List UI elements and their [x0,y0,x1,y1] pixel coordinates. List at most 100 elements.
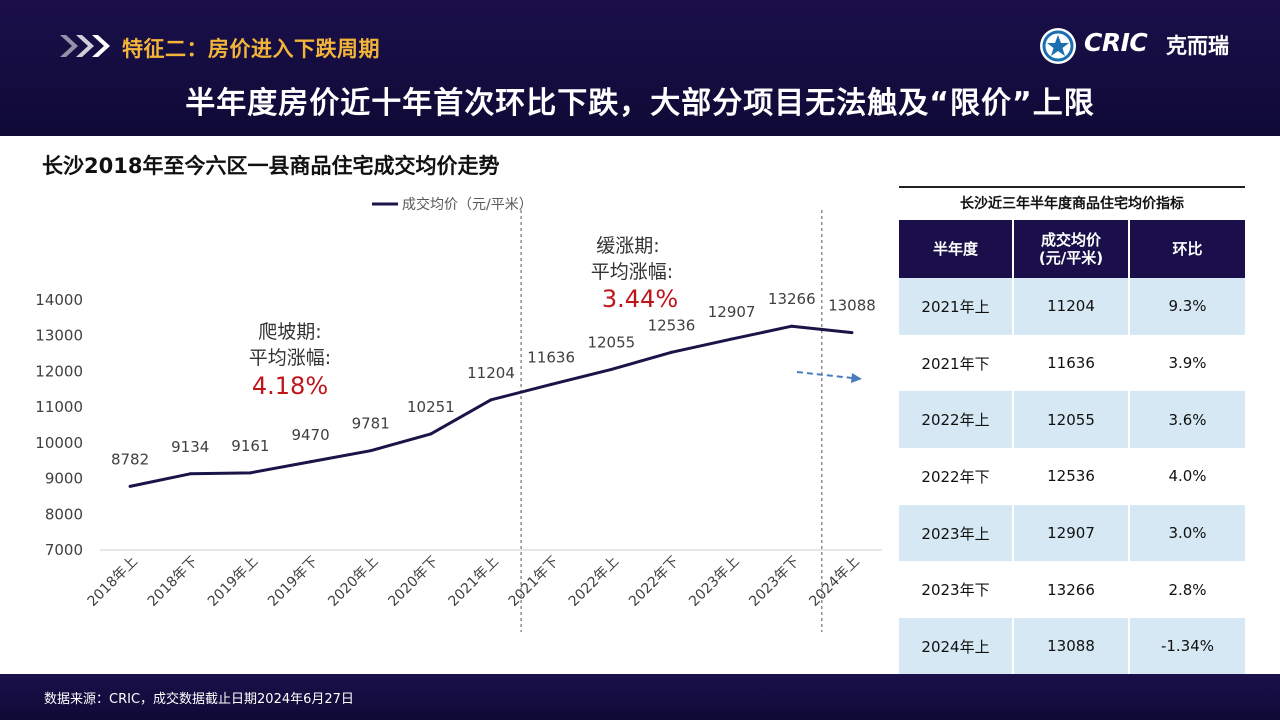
table-header-price: 成交均价 (元/平米) [1013,220,1130,278]
data-label: 10251 [407,398,455,416]
data-label: 9781 [352,415,390,433]
x-tick-label: 2020年下 [385,554,441,610]
change-cell: 4.0% [1168,467,1207,486]
table-caption: 长沙近三年半年度商品住宅均价指标 [899,186,1245,220]
x-tick-label: 2018年下 [145,554,201,610]
x-tick-label: 2020年上 [325,554,381,610]
change-cell: -1.34% [1129,618,1245,676]
data-label: 8782 [111,450,149,468]
data-label: 12536 [648,316,696,334]
data-point [730,337,734,341]
x-tick-label: 2021年上 [446,554,502,610]
data-point [429,432,433,436]
x-tick-label: 2021年下 [506,554,562,610]
period-cell: 2024年上 [899,618,1014,676]
data-label: 12907 [708,303,756,321]
table-row: 2024年上 13088 -1.34% [899,618,1245,676]
phase2-growth-value: 3.44% [602,285,678,313]
y-tick-label: 14000 [35,291,83,309]
price-cell: 12055 [1013,391,1130,449]
y-tick-label: 8000 [45,505,83,523]
y-tick-label: 13000 [35,327,83,345]
price-cell: 12907 [1013,504,1130,562]
main-title: 半年度房价近十年首次环比下跌，大部分项目无法触及“限价”上限 [185,86,1095,121]
period-cell: 2023年下 [899,561,1014,619]
data-point [309,460,313,464]
table-header-change: 环比 [1129,220,1245,278]
cric-emblem-icon [1040,28,1076,64]
data-point [369,449,373,453]
y-tick-label: 7000 [45,541,83,559]
x-tick-label: 2023年下 [746,554,802,610]
downtrend-arrow-line [796,371,853,379]
table-header-price-line1: 成交均价 [1040,231,1101,249]
change-cell: 3.9% [1168,354,1207,373]
x-tick-label: 2022年下 [626,554,682,610]
data-label: 13266 [768,290,816,308]
y-tick-label: 11000 [35,398,83,416]
data-point [128,484,132,488]
table-row: 2021年上 11204 9.3% [899,278,1245,335]
table-header-row: 半年度 成交均价 (元/平米) 环比 [899,220,1245,278]
data-point [850,331,854,335]
data-label: 9470 [291,426,329,444]
series-line [129,324,853,488]
price-table: 长沙近三年半年度商品住宅均价指标 半年度 成交均价 (元/平米) 环比 2021… [899,186,1245,677]
data-point [248,471,252,475]
data-label: 12055 [587,333,635,351]
price-cell: 13266 [1013,561,1130,619]
table-row: 2023年下 13266 2.8% [899,561,1245,619]
table-row: 2022年下 12536 4.0% [899,448,1245,505]
data-source-note: 数据来源：CRIC，成交数据截止日期2024年6月27日 [44,692,354,707]
period-cell: 2022年下 [899,448,1014,505]
phase2-growth-label: 平均涨幅: [591,261,673,283]
phase1-name: 爬坡期: [258,321,321,343]
logo-text: CRIC [1084,28,1148,57]
data-label: 9161 [231,437,269,455]
change-cell: 3.0% [1129,504,1245,562]
data-point [549,382,553,386]
table-header-period: 半年度 [899,220,1014,278]
chevrons-icon [60,35,110,57]
y-tick-label: 10000 [35,434,83,452]
y-tick-label: 9000 [45,470,83,488]
y-tick-label: 12000 [35,362,83,380]
logo-cn: 克而瑞 [1166,34,1229,58]
price-table-grid: 半年度 成交均价 (元/平米) 环比 2021年上 11204 9.3% 2021年下… [899,220,1245,677]
period-cell: 2023年上 [899,504,1014,562]
data-point [489,398,493,402]
footer: 数据来源：CRIC，成交数据截止日期2024年6月27日 [0,674,1280,720]
change-cell: 3.6% [1129,391,1245,449]
change-cell: 9.3% [1129,278,1245,335]
header-banner: 特征二：房价进入下跌周期 半年度房价近十年首次环比下跌，大部分项目无法触及“限价… [0,0,1280,136]
section-title: 特征二：房价进入下跌周期 [122,37,380,61]
phase1-growth-label: 平均涨幅: [249,347,331,369]
x-tick-label: 2019年下 [265,554,321,610]
period-cell: 2021年上 [899,278,1014,335]
data-label: 11636 [527,348,575,366]
table-row: 2022年上 12055 3.6% [899,391,1245,449]
x-tick-label: 2023年上 [686,554,742,610]
period-cell: 2021年下 [899,334,1014,392]
price-trend-chart: 7000 8000 9000 10000 11000 12000 13000 14000 201… [35,196,882,632]
phase2-name: 缓涨期: [596,235,659,257]
data-point [188,472,192,476]
price-cell: 11204 [1013,278,1130,335]
period-cell: 2022年上 [899,391,1014,449]
change-cell: 2.8% [1168,580,1207,599]
price-cell: 12536 [1013,448,1130,505]
legend-label: 成交均价（元/平米） [402,196,533,213]
data-label: 13088 [828,297,876,315]
data-label: 9134 [171,438,209,456]
table-row: 2021年下 11636 3.9% [899,334,1245,392]
data-point [790,324,794,328]
price-cell: 11636 [1013,334,1130,392]
table-row: 2023年上 12907 3.0% [899,504,1245,562]
table-header-price-line2: (元/平米) [1038,249,1104,267]
price-cell: 13088 [1013,618,1130,676]
x-tick-label: 2018年上 [85,554,141,610]
x-tick-label: 2024年上 [806,554,862,610]
phase1-growth-value: 4.18% [252,372,328,400]
downtrend-arrow-head [851,373,862,383]
data-point [669,350,673,354]
